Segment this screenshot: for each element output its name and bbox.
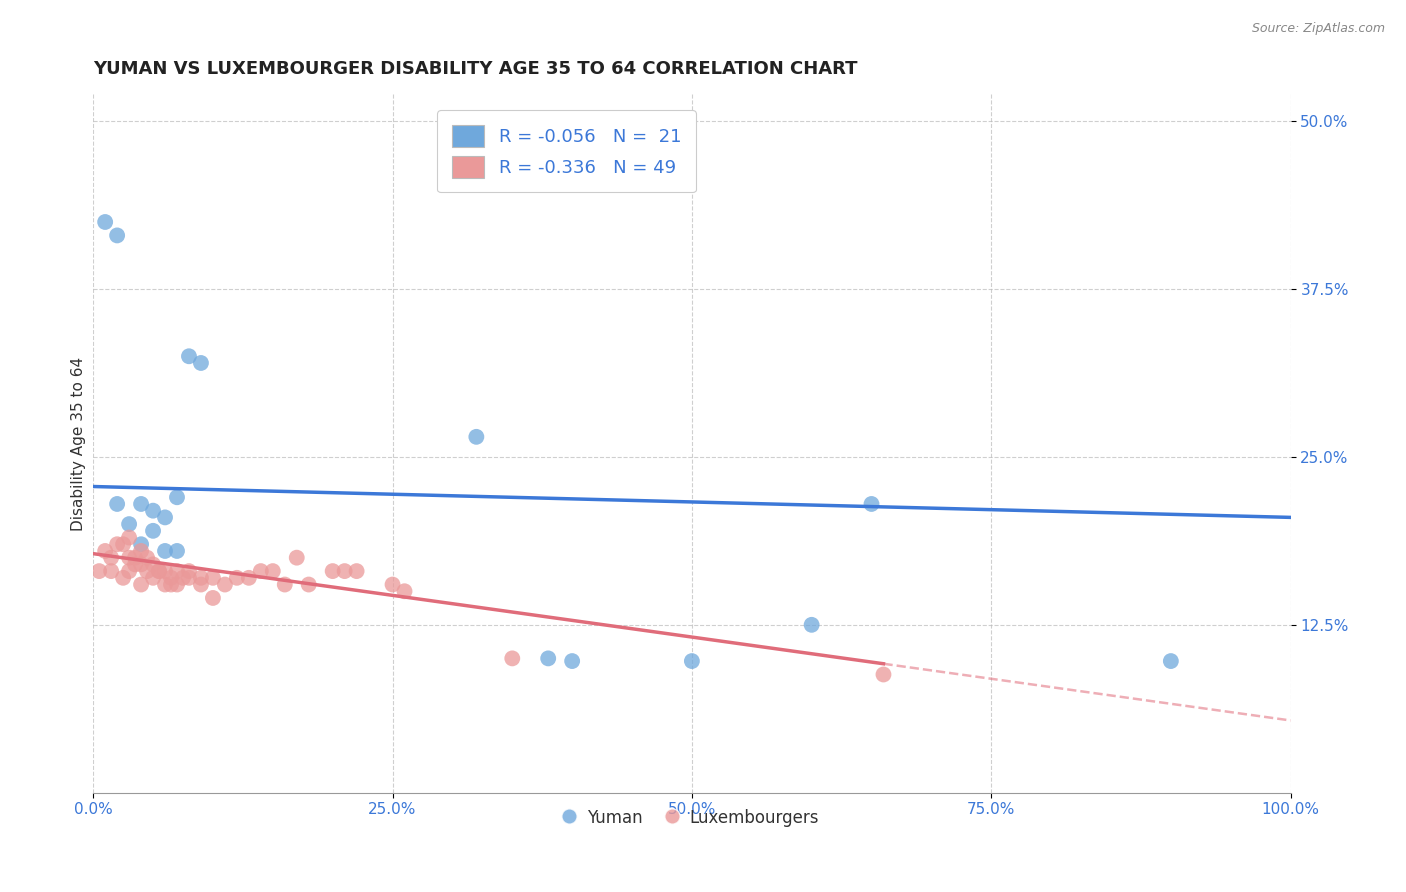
Point — [201, 591, 224, 605]
Point — [129, 558, 152, 572]
Point — [142, 504, 165, 518]
Point — [238, 571, 260, 585]
Point — [465, 430, 488, 444]
Point — [118, 531, 141, 545]
Point — [322, 564, 344, 578]
Point — [100, 550, 122, 565]
Point — [129, 577, 152, 591]
Point — [129, 497, 152, 511]
Point — [346, 564, 368, 578]
Point — [177, 571, 200, 585]
Point — [172, 571, 194, 585]
Point — [872, 667, 894, 681]
Point — [94, 544, 117, 558]
Point — [118, 550, 141, 565]
Point — [153, 577, 176, 591]
Point — [112, 571, 135, 585]
Point — [166, 564, 188, 578]
Point — [190, 356, 212, 370]
Point — [285, 550, 308, 565]
Point — [333, 564, 356, 578]
Point — [142, 558, 165, 572]
Point — [160, 577, 183, 591]
Point — [89, 564, 111, 578]
Point — [166, 577, 188, 591]
Point — [537, 651, 560, 665]
Point — [166, 490, 188, 504]
Point — [262, 564, 284, 578]
Point — [250, 564, 273, 578]
Point — [148, 564, 170, 578]
Point — [136, 564, 159, 578]
Point — [177, 564, 200, 578]
Y-axis label: Disability Age 35 to 64: Disability Age 35 to 64 — [72, 357, 86, 531]
Point — [129, 537, 152, 551]
Point — [214, 577, 236, 591]
Point — [124, 558, 146, 572]
Point — [681, 654, 703, 668]
Legend: Yuman, Luxembourgers: Yuman, Luxembourgers — [558, 802, 825, 833]
Point — [190, 571, 212, 585]
Point — [153, 564, 176, 578]
Point — [274, 577, 297, 591]
Text: Source: ZipAtlas.com: Source: ZipAtlas.com — [1251, 22, 1385, 36]
Point — [105, 537, 128, 551]
Point — [860, 497, 883, 511]
Point — [112, 537, 135, 551]
Point — [177, 349, 200, 363]
Point — [190, 577, 212, 591]
Point — [94, 215, 117, 229]
Point — [124, 550, 146, 565]
Point — [1160, 654, 1182, 668]
Point — [153, 510, 176, 524]
Point — [142, 524, 165, 538]
Point — [561, 654, 583, 668]
Point — [298, 577, 321, 591]
Point — [148, 564, 170, 578]
Point — [105, 497, 128, 511]
Point — [381, 577, 404, 591]
Text: YUMAN VS LUXEMBOURGER DISABILITY AGE 35 TO 64 CORRELATION CHART: YUMAN VS LUXEMBOURGER DISABILITY AGE 35 … — [93, 60, 858, 78]
Point — [153, 544, 176, 558]
Point — [105, 228, 128, 243]
Point — [118, 517, 141, 532]
Point — [501, 651, 523, 665]
Point — [136, 550, 159, 565]
Point — [118, 564, 141, 578]
Point — [142, 571, 165, 585]
Point — [166, 544, 188, 558]
Point — [160, 571, 183, 585]
Point — [129, 544, 152, 558]
Point — [100, 564, 122, 578]
Point — [394, 584, 416, 599]
Point — [201, 571, 224, 585]
Point — [800, 617, 823, 632]
Point — [225, 571, 247, 585]
